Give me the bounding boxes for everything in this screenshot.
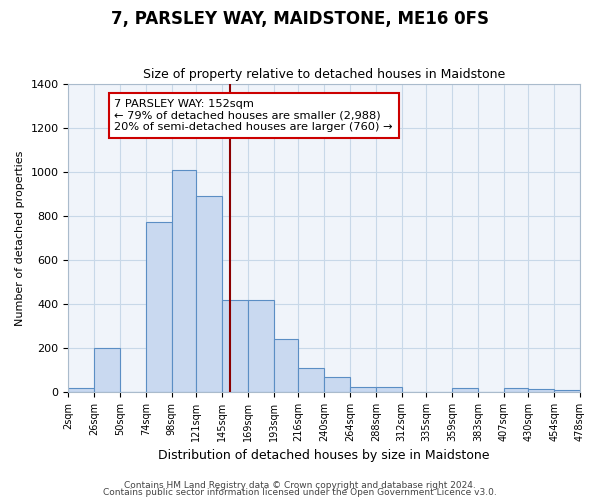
Bar [452,388,478,392]
Bar [503,388,529,392]
Bar [172,170,196,392]
X-axis label: Distribution of detached houses by size in Maidstone: Distribution of detached houses by size … [158,450,490,462]
Bar [146,222,172,392]
Bar [298,368,324,392]
Bar [222,300,248,392]
Text: Contains HM Land Registry data © Crown copyright and database right 2024.: Contains HM Land Registry data © Crown c… [124,480,476,490]
Text: 7 PARSLEY WAY: 152sqm
← 79% of detached houses are smaller (2,988)
20% of semi-d: 7 PARSLEY WAY: 152sqm ← 79% of detached … [115,99,393,132]
Bar [324,377,350,392]
Bar [529,389,554,392]
Bar [274,340,298,392]
Text: Contains public sector information licensed under the Open Government Licence v3: Contains public sector information licen… [103,488,497,497]
Bar [196,196,222,392]
Bar [554,390,580,392]
Bar [68,388,94,392]
Bar [376,386,401,392]
Y-axis label: Number of detached properties: Number of detached properties [15,150,25,326]
Bar [94,348,120,392]
Text: 7, PARSLEY WAY, MAIDSTONE, ME16 0FS: 7, PARSLEY WAY, MAIDSTONE, ME16 0FS [111,10,489,28]
Bar [248,300,274,392]
Bar [350,386,376,392]
Title: Size of property relative to detached houses in Maidstone: Size of property relative to detached ho… [143,68,505,81]
